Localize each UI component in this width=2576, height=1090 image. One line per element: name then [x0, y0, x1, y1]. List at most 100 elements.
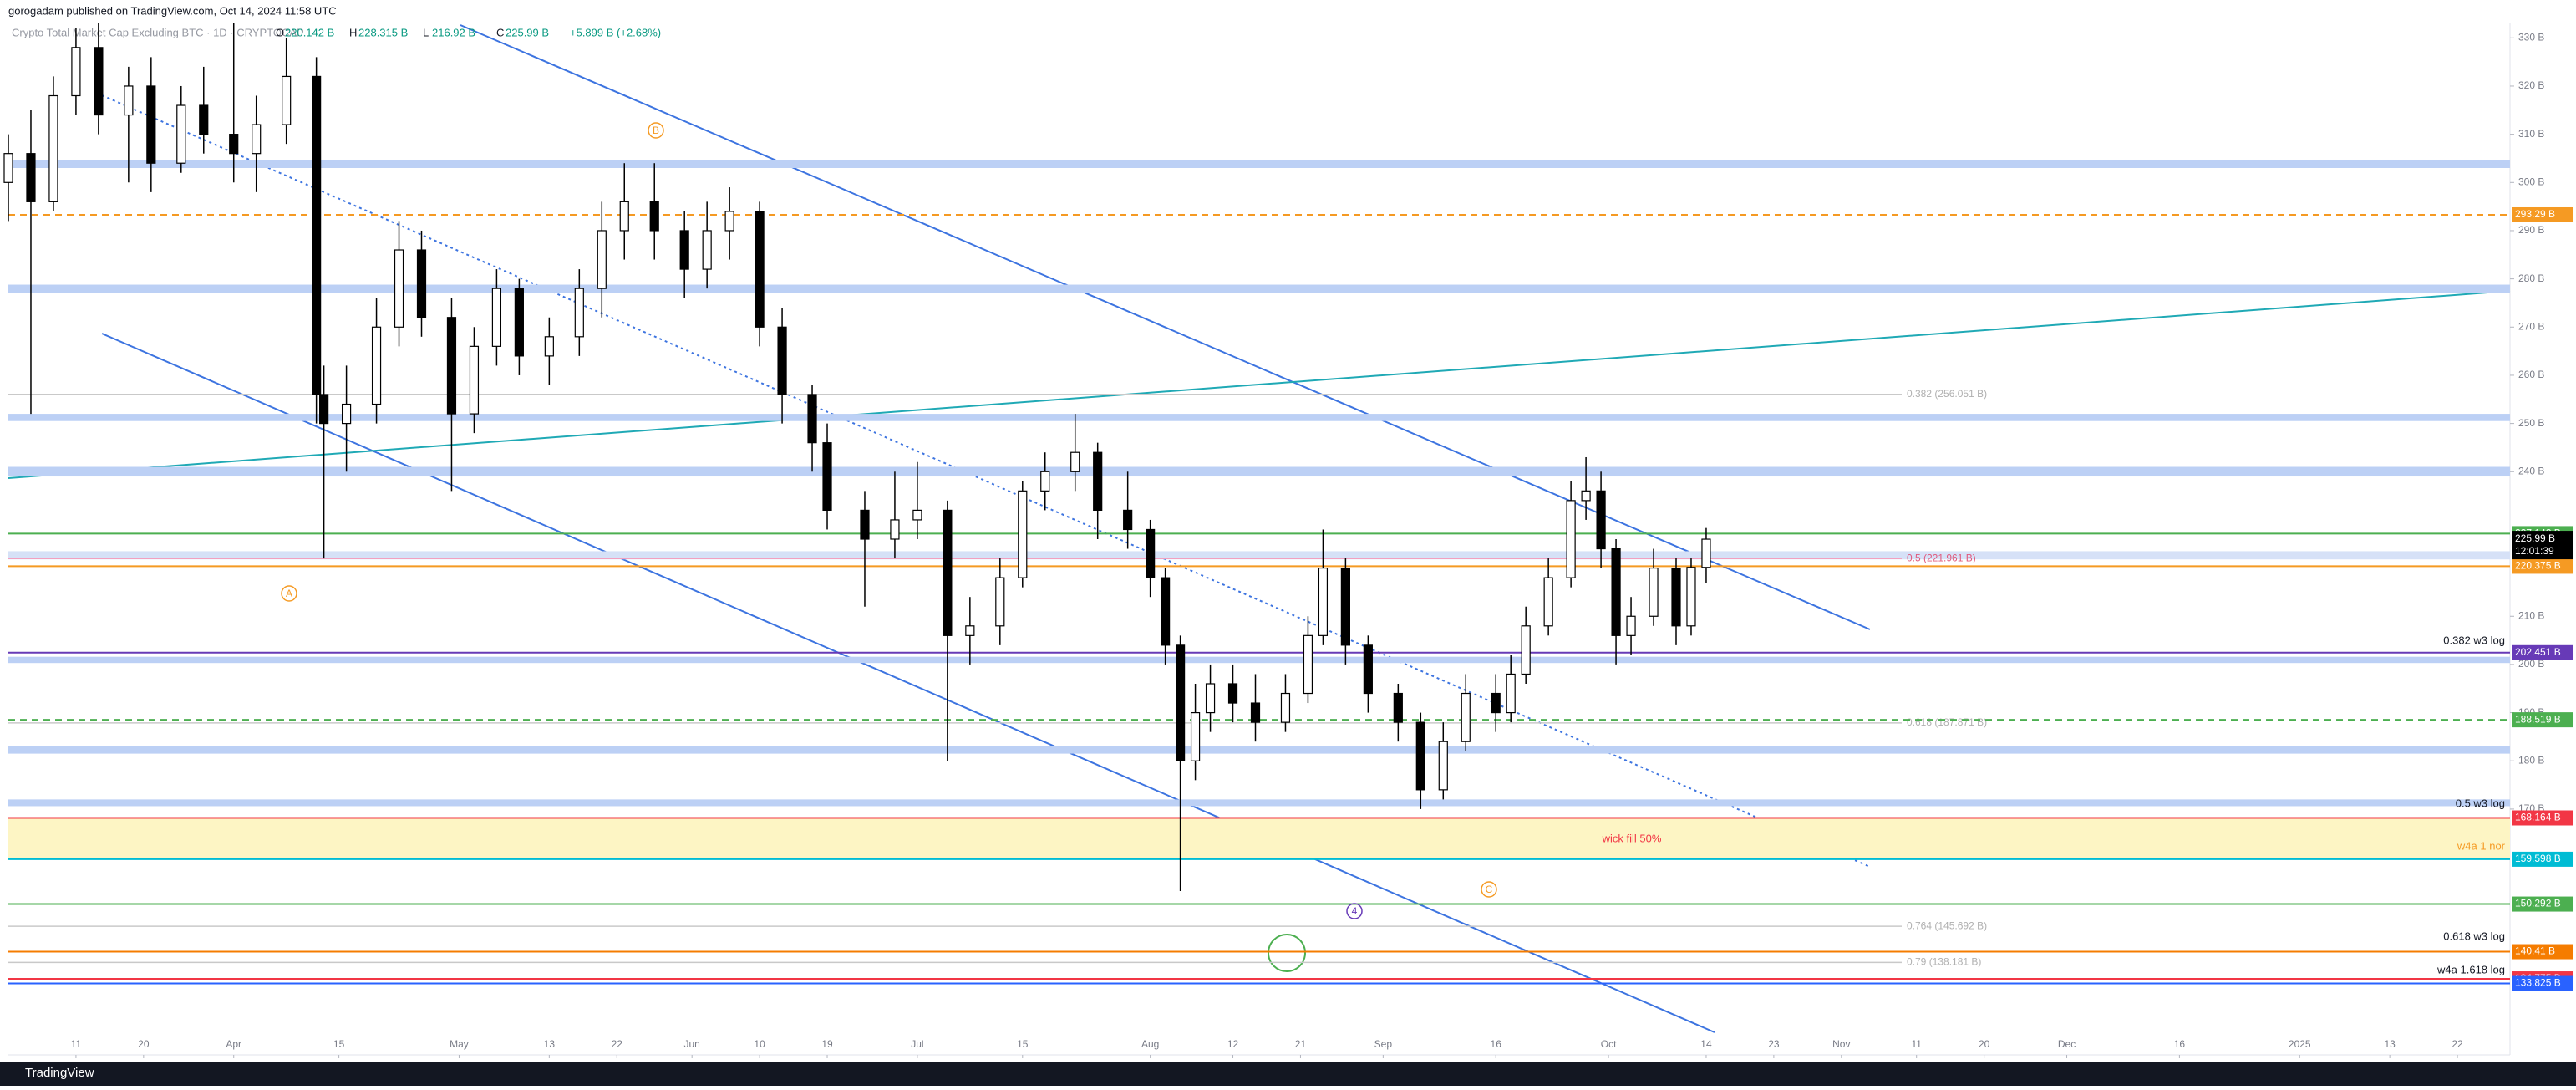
candle-body — [319, 394, 329, 425]
note: 0.382 w3 log — [2443, 634, 2505, 646]
y-tick-label: 240 B — [2518, 465, 2544, 476]
level-badge — [2512, 558, 2573, 574]
countdown: 12:01:39 — [2515, 545, 2554, 557]
note: wick fill 50% — [1602, 832, 1662, 844]
candle-body — [1093, 451, 1103, 512]
x-tick-label: Nov — [1832, 1038, 1850, 1050]
candle-body — [619, 201, 629, 232]
level-badge — [2512, 810, 2573, 826]
level-badge — [2512, 851, 2573, 867]
candle-body — [1521, 625, 1531, 675]
wave-circle — [1481, 881, 1497, 898]
zone — [8, 466, 2510, 477]
level-label: 293.29 B — [2515, 208, 2555, 220]
candle-body — [1018, 490, 1028, 578]
level-label: 220.375 B — [2515, 560, 2561, 572]
candle-body — [1190, 711, 1201, 761]
candle-body — [26, 153, 36, 202]
fib-label: 0.382 (256.051 B) — [1907, 388, 1987, 400]
level-label: 159.598 B — [2515, 853, 2561, 864]
level-label: 188.519 B — [2515, 713, 2561, 725]
zone — [8, 284, 2510, 293]
y-tick-label: 320 B — [2518, 79, 2544, 91]
candle-body — [3, 153, 13, 183]
ohlc-key: L — [423, 26, 429, 38]
candle-body — [1280, 692, 1291, 723]
level-badge — [2512, 712, 2573, 728]
wave-circle — [1346, 903, 1363, 919]
x-tick-label: 11 — [1911, 1038, 1922, 1050]
candle-body — [860, 509, 870, 540]
y-tick-label: 210 B — [2518, 609, 2544, 621]
x-tick-label: 11 — [71, 1038, 82, 1050]
level-label: 140.41 B — [2515, 945, 2555, 957]
candle-body — [229, 134, 239, 155]
ohlc-value: 225.99 B — [506, 26, 549, 38]
wave-label: 4 — [1352, 905, 1358, 917]
ohlc-value: 220.142 B — [285, 26, 334, 38]
candle-body — [1581, 490, 1591, 502]
x-tick-label: Jul — [911, 1038, 923, 1050]
zone — [8, 160, 2510, 168]
x-tick-label: 13 — [544, 1038, 556, 1050]
x-tick-label: Sep — [1374, 1038, 1393, 1050]
candle-body — [1303, 634, 1313, 695]
zone — [8, 746, 2510, 754]
x-tick-label: 16 — [2174, 1038, 2186, 1050]
fib-label: 0.764 (145.692 B) — [1907, 919, 1987, 931]
candle-body — [1649, 567, 1659, 617]
x-tick-label: 20 — [1979, 1038, 1990, 1050]
zone — [8, 414, 2510, 421]
candle-body — [943, 509, 953, 636]
wave-label: C — [1486, 884, 1493, 895]
x-tick-label: 20 — [138, 1038, 150, 1050]
x-tick-label: 10 — [754, 1038, 765, 1050]
note: 0.5 w3 log — [2456, 797, 2505, 809]
candle-body — [371, 326, 382, 405]
level-label: 150.292 B — [2515, 898, 2561, 909]
level-badge — [2512, 896, 2573, 912]
candle-body — [807, 394, 817, 444]
y-tick-label: 180 B — [2518, 754, 2544, 766]
candle-body — [1040, 471, 1050, 492]
candle-body — [679, 230, 689, 270]
candle-body — [1543, 577, 1553, 627]
candle-body — [702, 230, 712, 270]
x-tick-label: 12 — [1227, 1038, 1239, 1050]
candle-body — [755, 211, 765, 328]
candle-body — [94, 47, 104, 116]
ohlc-key: O — [276, 26, 284, 38]
level-badge — [2512, 644, 2573, 660]
x-tick-label: 15 — [333, 1038, 345, 1050]
candle-body — [965, 625, 975, 636]
candle-body — [574, 288, 584, 338]
candle-body — [48, 94, 58, 202]
y-tick-label: 260 B — [2518, 369, 2544, 380]
channel-upper — [460, 24, 1871, 630]
candle-body — [777, 326, 787, 395]
candle-body — [822, 442, 832, 512]
note: 0.618 w3 log — [2443, 930, 2505, 942]
chart-title: Crypto Total Market Cap Excluding BTC · … — [12, 26, 304, 38]
fib-label: 0.618 (187.871 B) — [1907, 716, 1987, 728]
x-tick-label: Aug — [1141, 1038, 1159, 1050]
candle-body — [514, 288, 524, 357]
x-tick-label: 14 — [1700, 1038, 1712, 1050]
ohlc-key: H — [349, 26, 357, 38]
candle-body — [1671, 567, 1681, 627]
x-tick-label: 15 — [1017, 1038, 1029, 1050]
candle-body — [1686, 567, 1696, 627]
level-badge — [2512, 975, 2573, 991]
candle-body — [1701, 538, 1711, 568]
candle-body — [649, 201, 659, 232]
y-tick-label: 310 B — [2518, 128, 2544, 140]
candle-body — [724, 211, 734, 232]
candle-body — [544, 336, 554, 357]
wave-label: A — [286, 588, 292, 599]
fib-label: 0.79 (138.181 B) — [1907, 956, 1981, 968]
x-tick-label: Apr — [226, 1038, 241, 1050]
candle-body — [1461, 692, 1471, 742]
channel-lower — [101, 333, 1715, 1033]
candle-body — [1506, 673, 1516, 714]
y-tick-label: 290 B — [2518, 224, 2544, 236]
